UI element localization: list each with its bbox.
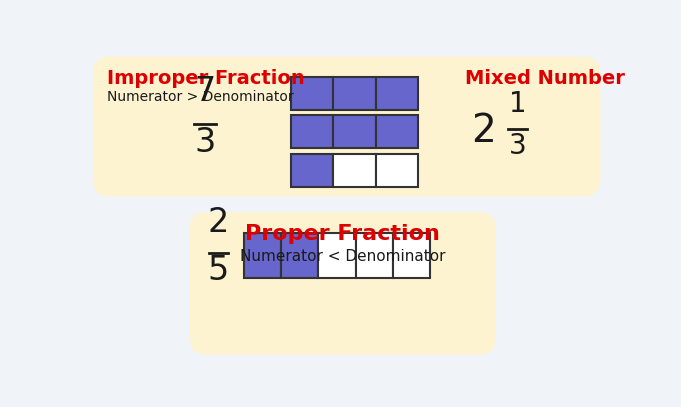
Bar (291, 77, 333, 109)
Text: 5: 5 (208, 254, 229, 287)
Text: Improper Fraction: Improper Fraction (107, 69, 304, 88)
Text: 3: 3 (195, 126, 216, 159)
FancyBboxPatch shape (93, 57, 601, 197)
Bar (376, 115, 418, 148)
Text: 3: 3 (509, 132, 526, 160)
Text: Proper Fraction: Proper Fraction (245, 223, 440, 244)
Text: 2: 2 (208, 206, 229, 239)
Text: 1: 1 (509, 90, 526, 118)
Text: Mixed Number: Mixed Number (465, 69, 624, 88)
Bar (291, 153, 333, 187)
Text: 2: 2 (471, 112, 496, 150)
Bar (244, 233, 281, 278)
Bar (333, 115, 376, 148)
Bar (376, 153, 418, 187)
Bar (393, 233, 430, 278)
Text: Numerator < Denominator: Numerator < Denominator (240, 249, 445, 264)
Bar (333, 77, 376, 109)
Text: 7: 7 (195, 75, 216, 108)
Bar (291, 115, 333, 148)
Bar (333, 153, 376, 187)
Bar (319, 233, 355, 278)
Bar (281, 233, 319, 278)
Text: Numerator > Denominator: Numerator > Denominator (107, 90, 294, 105)
Bar (376, 77, 418, 109)
FancyBboxPatch shape (190, 212, 496, 354)
Bar (355, 233, 393, 278)
